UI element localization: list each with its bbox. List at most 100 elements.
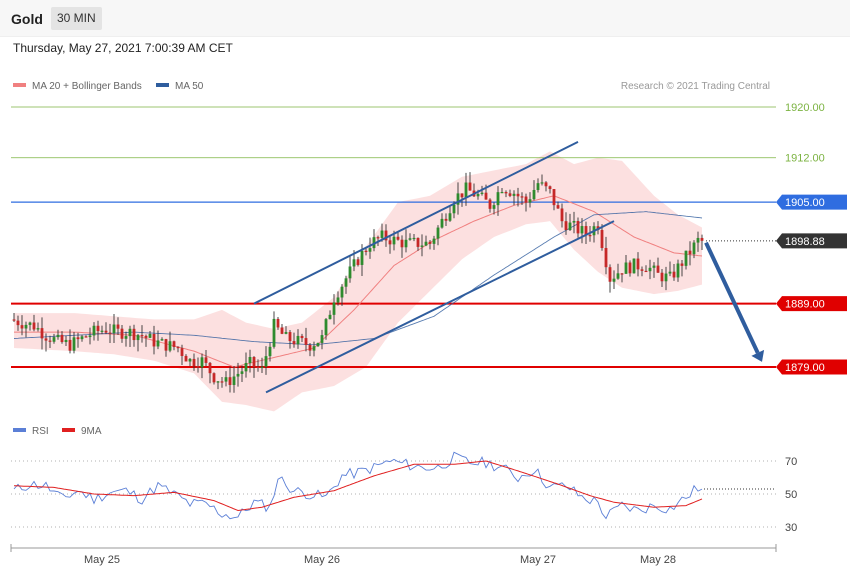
candle	[536, 183, 540, 190]
candle	[620, 273, 624, 275]
candle	[516, 193, 520, 197]
candle	[180, 348, 184, 356]
candle	[508, 193, 512, 196]
candle	[464, 182, 468, 198]
candle	[316, 342, 320, 347]
candle	[280, 327, 284, 334]
candle	[432, 238, 436, 244]
candle	[96, 325, 100, 332]
chart-timestamp: Thursday, May 27, 2021 7:00:39 AM CET	[13, 41, 233, 55]
candle	[288, 332, 292, 342]
candle	[676, 263, 680, 278]
price-label-1: 1912.00	[785, 153, 825, 165]
bollinger-band-layer	[14, 151, 702, 412]
candle	[240, 371, 244, 374]
timeframe-button[interactable]: 30 MIN	[51, 7, 102, 30]
candle	[44, 338, 48, 341]
candle	[88, 335, 92, 338]
instrument-title: Gold	[11, 11, 43, 27]
candle	[336, 297, 340, 303]
candle	[136, 335, 140, 341]
candle	[560, 208, 564, 222]
candle	[700, 237, 704, 241]
candle	[320, 335, 324, 343]
forecast-arrow-head	[751, 349, 765, 362]
candle	[580, 226, 584, 234]
candle	[424, 241, 428, 246]
channel-upper-line	[253, 140, 579, 305]
candle	[228, 377, 232, 385]
candle	[328, 314, 332, 320]
candle	[440, 218, 444, 228]
ma20-swatch	[13, 83, 26, 88]
candle	[480, 192, 484, 194]
candle	[244, 362, 248, 372]
candle	[60, 334, 64, 343]
candle	[200, 357, 204, 368]
candle	[524, 196, 528, 203]
candle	[344, 278, 348, 287]
candle	[532, 189, 536, 200]
rsi-tick-70: 70	[785, 456, 797, 468]
candle	[296, 335, 300, 345]
candle	[124, 336, 128, 339]
candle	[664, 273, 668, 282]
candle	[496, 192, 500, 206]
candle	[352, 259, 356, 267]
candle	[80, 336, 84, 340]
price-label-0: 1920.00	[785, 102, 825, 114]
candle	[184, 355, 188, 362]
candle	[260, 366, 264, 368]
candle	[164, 339, 168, 351]
candle	[652, 265, 656, 268]
rsi-line	[13, 451, 703, 520]
candle	[624, 262, 628, 274]
candle	[400, 239, 404, 248]
price-badges-layer: 1920.00 1912.00 1905.00 1898.88 1889.00 1879.…	[776, 102, 847, 375]
price-label-5: 1879.00	[785, 362, 825, 374]
candle	[668, 271, 672, 274]
candle	[444, 218, 448, 221]
candle	[276, 318, 280, 328]
price-badge-2	[776, 194, 847, 210]
candle	[20, 325, 24, 329]
candle	[324, 319, 328, 336]
candle	[332, 302, 336, 315]
ma50-legend-label: MA 50	[175, 81, 204, 92]
bollinger-band	[14, 151, 702, 412]
candle	[392, 236, 396, 245]
candle	[348, 266, 352, 279]
ma20-legend-label: MA 20 + Bollinger Bands	[32, 81, 142, 92]
candle	[156, 340, 160, 347]
candle	[460, 193, 464, 198]
candle	[68, 339, 72, 351]
candle	[564, 221, 568, 231]
candle	[204, 357, 208, 363]
candle	[636, 258, 640, 270]
candle	[268, 346, 272, 357]
candle	[388, 240, 392, 245]
rsi-legend-9ma: 9MA	[62, 426, 102, 437]
rsi-tick-30: 30	[785, 522, 797, 534]
candle	[12, 319, 16, 321]
candle	[220, 381, 224, 383]
candle	[176, 347, 180, 349]
candle	[428, 241, 432, 244]
candle	[52, 337, 56, 342]
candle	[48, 340, 52, 342]
candle	[544, 182, 548, 187]
candle	[512, 193, 516, 196]
price-badge-4	[776, 296, 847, 312]
candle	[224, 377, 228, 382]
candle	[128, 328, 132, 337]
candle	[376, 237, 380, 239]
rsi-legend-label: RSI	[32, 426, 49, 437]
rsi-panel: 30 50 70	[11, 451, 797, 534]
candle	[264, 356, 268, 367]
candle	[572, 220, 576, 223]
candle	[456, 193, 460, 205]
time-axis: May 25 May 26 May 27 May 28	[10, 544, 777, 566]
candle	[520, 196, 524, 198]
candle	[612, 278, 616, 282]
